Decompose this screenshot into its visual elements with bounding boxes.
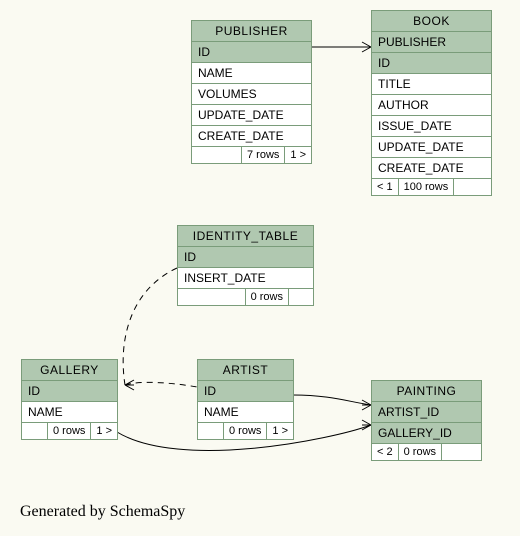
footer-rows: 100 rows xyxy=(399,179,455,195)
entity-footer: 7 rows1 > xyxy=(192,147,311,163)
entity-book: BOOKPUBLISHERIDTITLEAUTHORISSUE_DATEUPDA… xyxy=(371,10,492,196)
entity-identity_table: IDENTITY_TABLEIDINSERT_DATE0 rows xyxy=(177,225,314,306)
entity-field: PUBLISHER xyxy=(372,32,491,53)
entity-field: ID xyxy=(198,381,293,402)
entity-artist: ARTISTIDNAME0 rows1 > xyxy=(197,359,294,440)
edge-identity-gallery xyxy=(123,268,177,385)
entity-field: ARTIST_ID xyxy=(372,402,481,423)
footer-rows: 7 rows xyxy=(242,147,285,163)
footer-right: 1 > xyxy=(267,423,293,439)
entity-title: GALLERY xyxy=(22,360,117,381)
entity-title: PAINTING xyxy=(372,381,481,402)
edge-gallery-artist-top xyxy=(125,382,197,387)
entity-field: ID xyxy=(178,247,313,268)
edge-artist-painting xyxy=(293,395,371,405)
entity-field: GALLERY_ID xyxy=(372,423,481,444)
entity-field: NAME xyxy=(192,63,311,84)
entity-field: ISSUE_DATE xyxy=(372,116,491,137)
footer-rows: 0 rows xyxy=(246,289,289,305)
entity-title: ARTIST xyxy=(198,360,293,381)
entity-field: VOLUMES xyxy=(192,84,311,105)
entity-field: INSERT_DATE xyxy=(178,268,313,289)
entity-title: IDENTITY_TABLE xyxy=(178,226,313,247)
entity-field: ID xyxy=(372,53,491,74)
entity-gallery: GALLERYIDNAME0 rows1 > xyxy=(21,359,118,440)
footer-left xyxy=(22,423,48,439)
entity-field: CREATE_DATE xyxy=(372,158,491,179)
footer-right: 1 > xyxy=(91,423,117,439)
entity-field: NAME xyxy=(198,402,293,423)
entity-field: ID xyxy=(192,42,311,63)
footer-left xyxy=(178,289,246,305)
entity-painting: PAINTINGARTIST_IDGALLERY_ID< 20 rows xyxy=(371,380,482,461)
footer-right xyxy=(454,179,478,195)
entity-field: NAME xyxy=(22,402,117,423)
credit-text: Generated by SchemaSpy xyxy=(20,503,185,521)
footer-left xyxy=(192,147,242,163)
entity-publisher: PUBLISHERIDNAMEVOLUMESUPDATE_DATECREATE_… xyxy=(191,20,312,164)
entity-field: TITLE xyxy=(372,74,491,95)
entity-footer: < 1100 rows xyxy=(372,179,491,195)
footer-left xyxy=(198,423,224,439)
footer-rows: 0 rows xyxy=(399,444,442,460)
footer-rows: 0 rows xyxy=(48,423,91,439)
entity-footer: < 20 rows xyxy=(372,444,481,460)
footer-rows: 0 rows xyxy=(224,423,267,439)
entity-field: UPDATE_DATE xyxy=(372,137,491,158)
entity-field: ID xyxy=(22,381,117,402)
entity-field: UPDATE_DATE xyxy=(192,105,311,126)
entity-field: CREATE_DATE xyxy=(192,126,311,147)
footer-right xyxy=(289,289,313,305)
entity-title: PUBLISHER xyxy=(192,21,311,42)
entity-footer: 0 rows xyxy=(178,289,313,305)
entity-footer: 0 rows1 > xyxy=(198,423,293,439)
entity-footer: 0 rows1 > xyxy=(22,423,117,439)
footer-right: 1 > xyxy=(285,147,311,163)
footer-left: < 1 xyxy=(372,179,399,195)
entity-field: AUTHOR xyxy=(372,95,491,116)
footer-right xyxy=(442,444,466,460)
entity-title: BOOK xyxy=(372,11,491,32)
footer-left: < 2 xyxy=(372,444,399,460)
